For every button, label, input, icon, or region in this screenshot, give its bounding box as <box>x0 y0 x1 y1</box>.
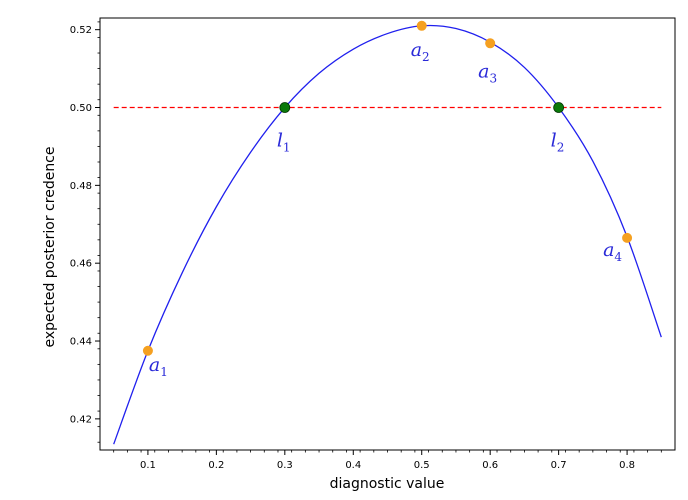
axes: 0.1 0.2 0.3 0.4 0.5 0.6 0.7 0.8 0.42 0.44 0.46 0.48… <box>70 17 676 471</box>
x-tick-label: 0.3 <box>277 460 293 471</box>
x-tick-label: 0.6 <box>482 460 498 471</box>
label-a3: a3 <box>478 60 497 85</box>
label-l2: l2 <box>551 130 565 155</box>
orange-point <box>416 20 427 31</box>
orange-point <box>485 38 496 49</box>
label-a4-subscript: 4 <box>614 250 622 264</box>
x-axis-title: diagnostic value <box>330 476 445 492</box>
label-l1: l1 <box>277 130 291 155</box>
orange-point <box>622 232 633 243</box>
label-a4-letter: a <box>603 239 614 261</box>
label-a2: a2 <box>411 39 430 64</box>
x-tick-label: 0.5 <box>414 460 430 471</box>
label-a3-letter: a <box>478 60 489 82</box>
green-point <box>279 102 291 113</box>
orange-point <box>142 345 153 356</box>
plot-frame <box>99 17 676 451</box>
label-l2-subscript: 2 <box>557 141 565 155</box>
data-curve <box>113 24 662 445</box>
label-a2-subscript: 2 <box>422 50 430 64</box>
label-l1-subscript: 1 <box>283 141 291 155</box>
label-a1: a1 <box>149 354 168 379</box>
y-tick-label: 0.50 <box>70 103 92 114</box>
x-tick-label: 0.8 <box>619 460 635 471</box>
green-point <box>553 102 565 113</box>
x-tick-label: 0.1 <box>140 460 156 471</box>
x-tick-label: 0.4 <box>345 460 361 471</box>
label-l1-letter: l <box>277 130 283 152</box>
y-tick-label: 0.42 <box>70 414 92 425</box>
label-a1-subscript: 1 <box>160 365 168 379</box>
y-tick-label: 0.46 <box>70 259 92 270</box>
label-a2-letter: a <box>411 39 422 61</box>
label-a1-letter: a <box>149 354 160 376</box>
label-l2-letter: l <box>551 130 557 152</box>
label-a3-subscript: 3 <box>490 71 498 85</box>
y-axis-title: expected posterior credence <box>42 147 58 348</box>
y-tick-label: 0.48 <box>70 181 92 192</box>
curve-group <box>113 24 662 445</box>
label-a4: a4 <box>603 239 622 264</box>
y-tick-label: 0.44 <box>70 337 92 348</box>
y-tick-label: 0.52 <box>70 25 92 36</box>
x-tick-label: 0.7 <box>551 460 567 471</box>
x-tick-label: 0.2 <box>208 460 224 471</box>
points-group <box>142 20 633 356</box>
